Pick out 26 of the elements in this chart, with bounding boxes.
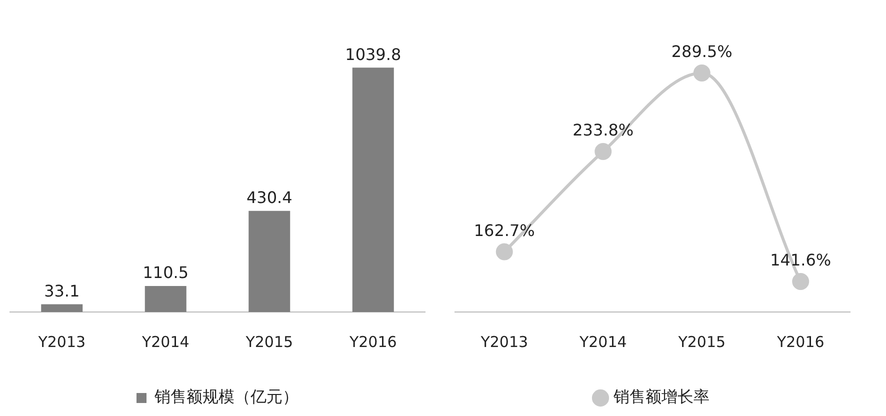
bar <box>41 304 83 312</box>
data-label: 430.4 <box>246 188 292 208</box>
point <box>792 273 810 290</box>
data-label: 1039.8 <box>345 44 402 64</box>
x-tick-label: Y2016 <box>776 332 824 351</box>
point <box>496 243 513 260</box>
x-tick-label: Y2016 <box>348 332 397 351</box>
data-label: 162.7% <box>474 220 535 240</box>
bar <box>352 68 394 312</box>
bar <box>248 210 290 312</box>
data-label: 289.5% <box>671 42 732 62</box>
bar <box>144 286 186 312</box>
x-tick-label: Y2014 <box>578 332 627 351</box>
point <box>693 64 710 82</box>
point <box>594 143 612 160</box>
x-tick-label: Y2014 <box>140 332 190 351</box>
data-label: 141.6% <box>770 250 832 270</box>
data-label: 110.5 <box>142 263 189 282</box>
data-label: 33.1 <box>44 281 80 300</box>
legend-label: 销售额增长率 <box>612 387 710 406</box>
x-tick-label: Y2015 <box>677 332 726 351</box>
data-label: 233.8% <box>572 120 634 140</box>
x-tick-label: Y2013 <box>480 332 528 351</box>
x-tick-label: Y2013 <box>37 332 86 351</box>
legend-label: 销售额规模（亿元） <box>154 387 298 406</box>
x-tick-label: Y2015 <box>244 332 294 351</box>
